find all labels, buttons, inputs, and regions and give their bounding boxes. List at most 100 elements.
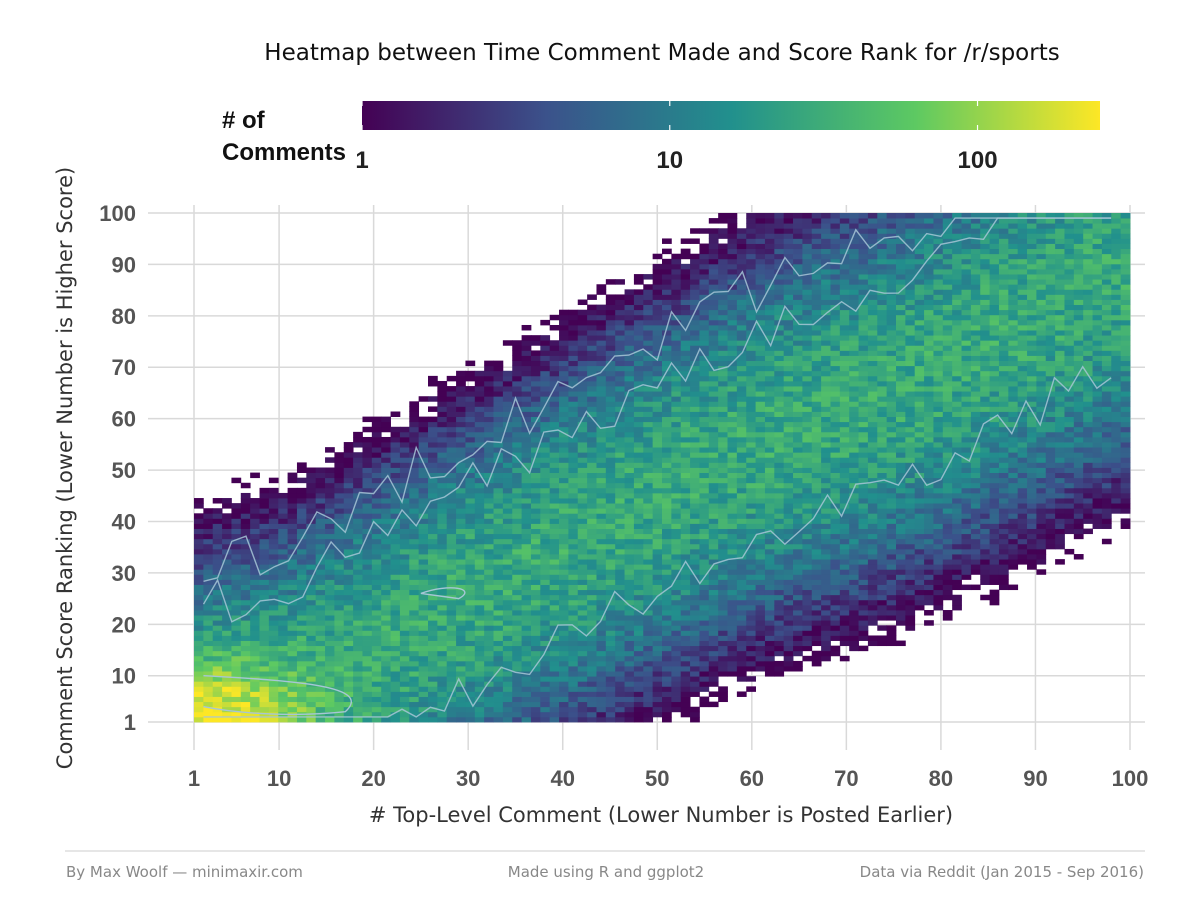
heatmap-cell	[409, 655, 420, 662]
heatmap-cell	[671, 640, 682, 647]
heatmap-cell	[540, 452, 551, 458]
heatmap-cell	[549, 528, 560, 535]
heatmap-cell	[521, 615, 532, 621]
heatmap-cell	[671, 253, 682, 260]
heatmap-cell	[203, 533, 214, 540]
heatmap-cell	[325, 569, 335, 575]
heatmap-cell	[615, 335, 625, 341]
heatmap-cell	[615, 528, 625, 535]
heatmap-cell	[231, 666, 242, 672]
heatmap-cell	[643, 324, 654, 331]
heatmap-cell	[587, 309, 597, 316]
heatmap-cell	[662, 492, 672, 499]
heatmap-cell	[793, 508, 803, 514]
heatmap-cell	[699, 284, 710, 290]
heatmap-cell	[325, 584, 335, 591]
heatmap-cell	[783, 309, 794, 316]
heatmap-cell	[549, 615, 560, 621]
heatmap-cell	[755, 426, 766, 433]
heatmap-cell	[418, 691, 429, 697]
heatmap-cell	[821, 340, 831, 346]
heatmap-cell	[624, 401, 635, 407]
heatmap-cell	[484, 701, 494, 708]
heatmap-cell	[409, 421, 420, 428]
heatmap-cell	[577, 309, 588, 316]
heatmap-cell	[381, 513, 391, 519]
heatmap-cell	[540, 666, 551, 672]
heatmap-cell	[699, 391, 710, 397]
heatmap-cell	[409, 477, 420, 484]
heatmap-cell	[568, 604, 579, 611]
heatmap-cell	[212, 615, 223, 621]
heatmap-cell	[493, 610, 504, 616]
heatmap-cell	[662, 447, 672, 453]
heatmap-cell	[708, 533, 719, 540]
heatmap-cell	[240, 686, 251, 692]
heatmap-cell	[493, 569, 504, 575]
heatmap-cell	[250, 640, 260, 647]
heatmap-cell	[484, 370, 494, 377]
heatmap-cell	[811, 620, 822, 626]
heatmap-cell	[381, 548, 391, 555]
heatmap-cell	[802, 513, 813, 519]
heatmap-cell	[250, 513, 260, 519]
heatmap-cell	[194, 620, 204, 626]
heatmap-cell	[783, 569, 794, 575]
heatmap-cell	[587, 554, 597, 560]
heatmap-cell	[493, 523, 504, 529]
heatmap-cell	[680, 625, 691, 631]
heatmap-cell	[437, 655, 448, 662]
heatmap-cell	[296, 671, 307, 677]
heatmap-cell	[690, 263, 700, 270]
heatmap-cell	[615, 436, 625, 443]
heatmap-cell	[690, 599, 700, 606]
heatmap-cell	[587, 691, 597, 697]
heatmap-cell	[222, 513, 232, 519]
heatmap-cell	[764, 416, 775, 423]
heatmap-cell	[484, 528, 494, 535]
heatmap-cell	[633, 482, 644, 489]
heatmap-cell	[708, 640, 719, 647]
heatmap-cell	[615, 716, 625, 723]
heatmap-cell	[568, 477, 579, 484]
heatmap-cell	[540, 406, 551, 412]
heatmap-cell	[746, 431, 756, 438]
heatmap-cell	[680, 294, 691, 300]
heatmap-cell	[362, 676, 373, 682]
heatmap-cell	[334, 472, 345, 479]
heatmap-cell	[615, 548, 625, 555]
heatmap-cell	[577, 411, 588, 417]
heatmap-cell	[680, 640, 691, 647]
heatmap-cell	[287, 569, 298, 575]
heatmap-cell	[718, 579, 728, 585]
heatmap-cell	[662, 564, 672, 570]
heatmap-cell	[690, 289, 700, 295]
heatmap-cell	[830, 228, 841, 234]
heatmap-cell	[577, 518, 588, 524]
heatmap-cell	[212, 533, 223, 540]
heatmap-cell	[633, 691, 644, 697]
heatmap-cell	[502, 655, 513, 662]
heatmap-cell	[774, 345, 785, 351]
heatmap-cell	[615, 538, 625, 545]
heatmap-cell	[615, 523, 625, 529]
heatmap-cell	[708, 548, 719, 555]
heatmap-cell	[399, 660, 410, 667]
heatmap-cell	[484, 533, 494, 540]
heatmap-cell	[718, 340, 728, 346]
heatmap-cell	[652, 396, 663, 402]
heatmap-cell	[643, 584, 654, 591]
heatmap-cell	[764, 492, 775, 499]
heatmap-cell	[699, 355, 710, 362]
heatmap-cell	[690, 396, 700, 402]
heatmap-cell	[662, 431, 672, 438]
heatmap-cell	[512, 696, 522, 703]
heatmap-cell	[605, 574, 616, 580]
heatmap-cell	[811, 528, 822, 535]
heatmap-cell	[821, 615, 831, 621]
heatmap-cell	[512, 462, 522, 468]
heatmap-cell	[727, 324, 738, 331]
heatmap-cell	[465, 482, 476, 489]
heatmap-cell	[343, 452, 354, 458]
